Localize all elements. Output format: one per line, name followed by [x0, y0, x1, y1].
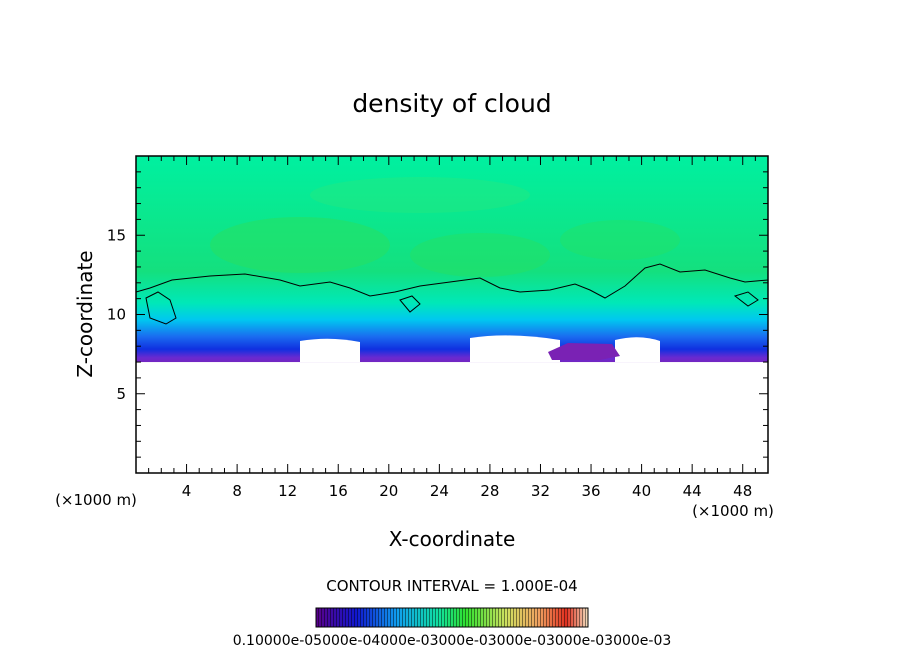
x-unit-label-left: (×1000 m): [55, 491, 137, 509]
y-tick-label: 10: [107, 306, 126, 324]
cloud-gap: [615, 337, 660, 362]
contour-line: [136, 263, 768, 299]
x-axis-title: X-coordinate: [389, 527, 516, 551]
cloud-swirl: [560, 220, 680, 260]
y-tick-label: 15: [107, 226, 126, 244]
plot-area: [136, 156, 768, 473]
cloud-patch: [548, 343, 620, 360]
x-tick-label: 12: [278, 482, 297, 500]
contour-island: [733, 291, 759, 307]
contour-island: [399, 295, 421, 313]
x-tick-label: 8: [232, 482, 242, 500]
x-tick-label: 32: [531, 482, 550, 500]
x-unit-label-right: (×1000 m): [692, 502, 774, 520]
colorbar: [315, 607, 589, 628]
cloud-swirl: [410, 233, 550, 277]
x-tick-label: 4: [182, 482, 192, 500]
x-tick-label: 48: [733, 482, 752, 500]
x-tick-label: 20: [379, 482, 398, 500]
contour-interval-label: CONTOUR INTERVAL = 1.000E-04: [326, 577, 577, 595]
colorbar-labels: 0.10000e-05000e-04000e-03000e-03000e-030…: [233, 633, 672, 649]
x-tick-label: 40: [632, 482, 651, 500]
y-axis-title: Z-coordinate: [73, 250, 97, 377]
x-tick-label: 16: [329, 482, 348, 500]
x-tick-label: 44: [683, 482, 702, 500]
x-tick-label: 36: [581, 482, 600, 500]
contour-island: [145, 291, 177, 325]
cloud-gap: [470, 335, 560, 362]
cloud-swirl: [310, 177, 530, 213]
clear-air-region: [136, 362, 768, 473]
x-tick-label: 24: [430, 482, 449, 500]
cloud-gap: [300, 338, 360, 362]
colorbar-frame: [315, 607, 589, 628]
chart-title: density of cloud: [352, 89, 551, 118]
y-axis: 5 10 15: [107, 171, 768, 458]
x-tick-label: 28: [480, 482, 499, 500]
cloud-swirl: [210, 217, 390, 273]
colorbar-stripes: [316, 608, 588, 627]
x-axis: 4 8 12 16 20 24 28 32 36 40 44 48: [148, 156, 756, 500]
y-tick-label: 5: [116, 385, 126, 403]
